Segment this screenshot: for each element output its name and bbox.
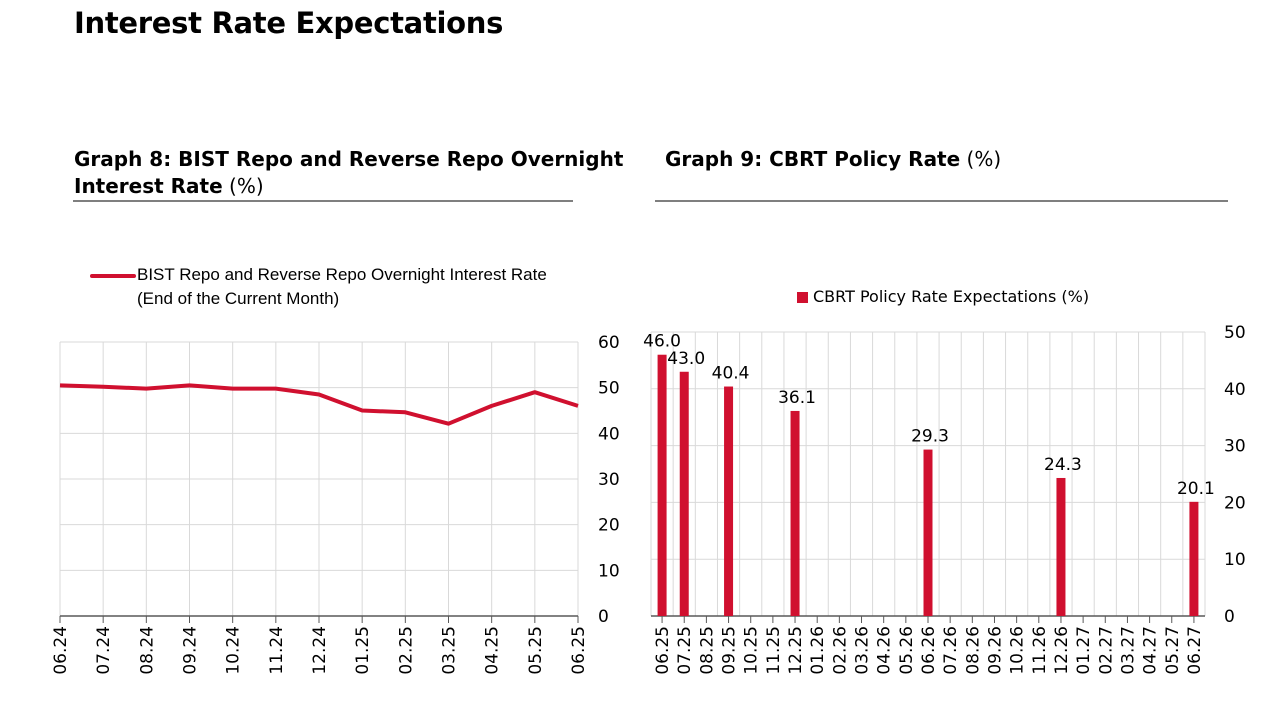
g9-legend-label: CBRT Policy Rate Expectations (%) [813,287,1089,306]
g8-ytick-label: 50 [598,379,620,399]
g9-xtick-label: 06.25 [653,626,673,675]
g8-ytick-label: 40 [598,424,620,444]
g8-legend-label-line2: (End of the Current Month) [137,289,339,308]
g9-bar [790,410,800,616]
g9-xtick-label: 06.27 [1185,626,1205,675]
g8-xtick-label: 09.24 [181,626,201,675]
g9-xtick-label: 11.26 [1030,626,1050,675]
g9-xtick-label: 05.26 [897,626,917,675]
g9-xtick-label: 06.26 [919,626,939,675]
g9-xtick-label: 05.27 [1163,626,1183,675]
g9-bar [923,449,933,616]
graph9-title-unit: (%) [966,147,1002,171]
g9-bar [1189,501,1199,616]
g8-xtick-label: 01.25 [353,626,373,675]
g9-data-label: 43.0 [667,349,705,369]
graph9-title: Graph 9: CBRT Policy Rate (%) [665,146,1225,173]
g8-xtick-label: 03.25 [440,626,460,675]
g9-xtick-label: 12.26 [1052,626,1072,675]
g8-xtick-label: 06.25 [569,626,589,675]
g9-bar [679,371,689,616]
g9-xtick-label: 04.26 [875,626,895,675]
g9-xtick-label: 01.27 [1074,626,1094,675]
g9-xtick-label: 08.26 [963,626,983,675]
graph8-title-line2: Interest Rate [74,174,223,198]
g8-ytick-label: 10 [598,561,620,581]
graph8-title-unit: (%) [229,174,264,198]
g9-xtick-label: 09.26 [985,626,1005,675]
g9-bar [657,354,667,616]
g9-xtick-label: 07.26 [941,626,961,675]
g9-xtick-label: 12.25 [786,626,806,675]
g8-xtick-label: 11.24 [267,626,287,675]
g9-data-label: 20.1 [1177,479,1215,499]
g8-ytick-label: 20 [598,516,620,536]
g8-xtick-label: 10.24 [224,626,244,675]
g9-ytick-label: 10 [1224,550,1246,570]
g8-xtick-label: 08.24 [137,626,157,675]
g8-ytick-label: 60 [598,333,620,353]
g8-xtick-label: 12.24 [310,626,330,675]
g9-xtick-label: 02.26 [830,626,850,675]
g9-bar [724,386,734,616]
g9-xtick-label: 07.25 [675,626,695,675]
g8-xtick-label: 04.25 [483,626,503,675]
graph8-title: Graph 8: BIST Repo and Reverse Repo Over… [74,146,634,200]
g9-legend-marker [797,292,808,303]
g8-xtick-label: 02.25 [396,626,416,675]
g9-ytick-label: 40 [1224,380,1246,400]
g9-xtick-label: 11.25 [764,626,784,675]
g9-ytick-label: 30 [1224,437,1246,457]
g9-bar [1056,477,1066,616]
g8-legend-label-line1: BIST Repo and Reverse Repo Overnight Int… [137,265,547,284]
g8-xtick-label: 05.25 [526,626,546,675]
g9-xtick-label: 03.26 [853,626,873,675]
g9-data-label: 29.3 [911,427,949,447]
graph9-title-text: Graph 9: CBRT Policy Rate [665,147,961,171]
g9-data-label: 46.0 [643,332,681,352]
g9-data-label: 36.1 [778,388,816,408]
g9-xtick-label: 08.25 [697,626,717,675]
g8-xtick-label: 06.24 [51,626,71,675]
g9-xtick-label: 02.27 [1096,626,1116,675]
g8-ytick-label: 30 [598,470,620,490]
g9-xtick-label: 10.26 [1008,626,1028,675]
g9-ytick-label: 50 [1224,323,1246,343]
g9-xtick-label: 03.27 [1118,626,1138,675]
g9-data-label: 40.4 [712,364,750,384]
graph9-title-rule [655,200,1228,202]
g9-xtick-label: 04.27 [1141,626,1161,675]
g9-data-label: 24.3 [1044,455,1082,475]
g8-xtick-label: 07.24 [94,626,114,675]
g8-ytick-label: 0 [598,607,609,627]
g9-xtick-label: 10.25 [742,626,762,675]
graph8-title-line1: Graph 8: BIST Repo and Reverse Repo Over… [74,147,624,171]
graph8-title-rule [73,200,573,202]
g9-xtick-label: 01.26 [808,626,828,675]
page-title: Interest Rate Expectations [74,6,504,40]
g9-xtick-label: 09.25 [720,626,740,675]
g9-ytick-label: 20 [1224,493,1246,513]
g9-ytick-label: 0 [1224,607,1235,627]
